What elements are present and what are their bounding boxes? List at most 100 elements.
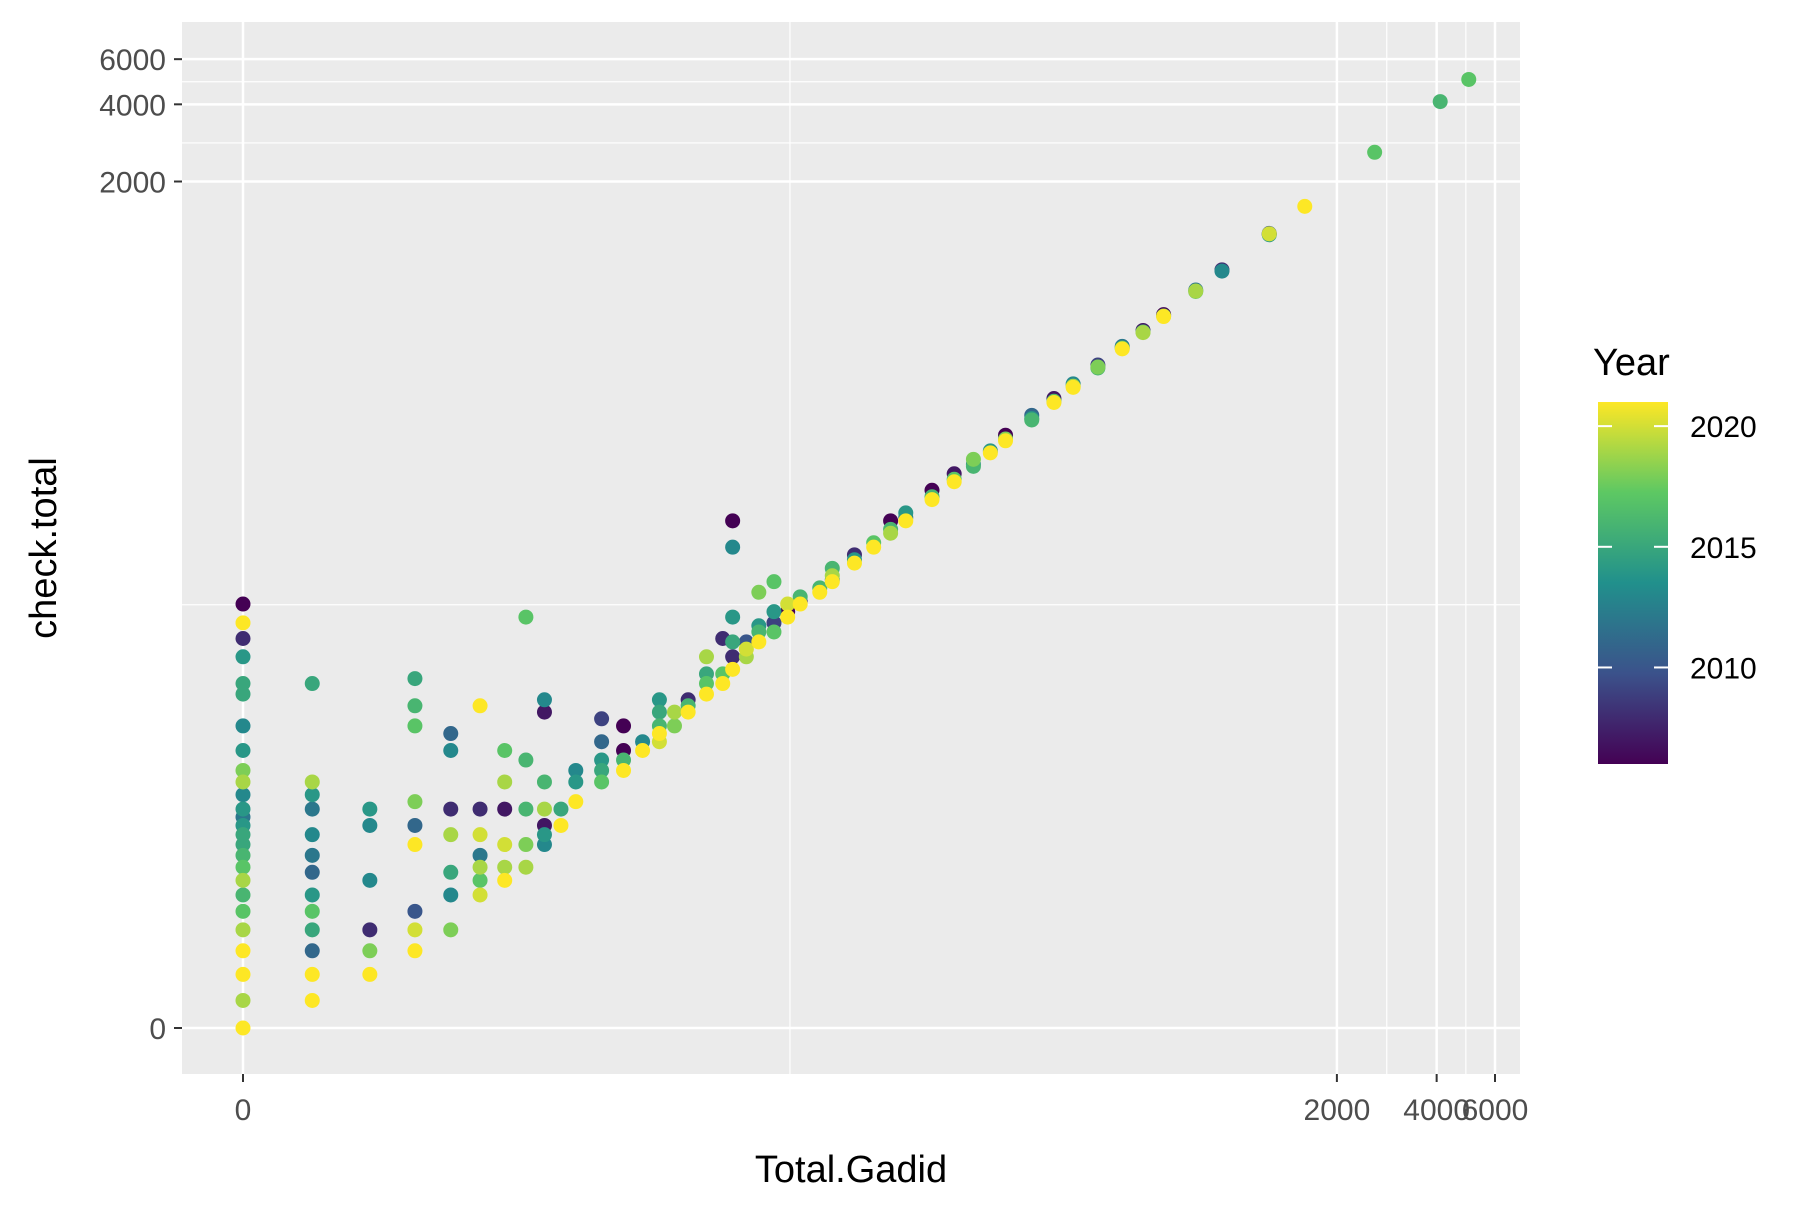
data-point [1188, 283, 1204, 299]
data-point [235, 676, 251, 692]
data-point [616, 718, 632, 734]
y-tick-label: 2000 [99, 167, 166, 200]
data-point [536, 827, 552, 843]
data-point [235, 966, 251, 982]
data-point [235, 686, 251, 702]
data-point [766, 574, 782, 590]
data-point [698, 686, 714, 702]
data-point [594, 734, 610, 750]
data-point [235, 787, 251, 803]
data-point [235, 631, 251, 647]
data-point [443, 726, 459, 742]
data-point [725, 661, 741, 677]
data-point [407, 837, 423, 853]
data-point [536, 704, 552, 720]
data-point [651, 692, 667, 708]
data-point [235, 992, 251, 1008]
data-points [235, 71, 1477, 1036]
data-point [725, 609, 741, 625]
data-point [407, 817, 423, 833]
data-point [1297, 198, 1313, 214]
data-point [443, 742, 459, 758]
data-point [304, 992, 320, 1008]
data-point [235, 742, 251, 758]
legend-tick-label: 2020 [1690, 411, 1757, 444]
data-point [443, 801, 459, 817]
data-point [1065, 379, 1081, 395]
data-point [866, 539, 882, 555]
data-point [235, 922, 251, 938]
data-point [666, 718, 682, 734]
plot-panel [182, 22, 1520, 1074]
data-point [680, 704, 696, 720]
data-point [824, 574, 840, 590]
data-point [407, 903, 423, 919]
data-point [780, 596, 796, 612]
data-point [362, 817, 378, 833]
data-point [304, 676, 320, 692]
data-point [666, 704, 682, 720]
data-point [235, 943, 251, 959]
data-point [635, 742, 651, 758]
data-point [766, 624, 782, 640]
data-point [536, 692, 552, 708]
data-point [304, 827, 320, 843]
data-point [407, 922, 423, 938]
data-point [304, 966, 320, 982]
x-tick-label: 2000 [1304, 1094, 1371, 1127]
data-point [472, 801, 488, 817]
data-point [725, 634, 741, 650]
x-tick-label: 6000 [1462, 1094, 1529, 1127]
data-point [738, 641, 754, 657]
data-point [946, 474, 962, 490]
data-point [407, 943, 423, 959]
data-point [846, 555, 862, 571]
data-point [1214, 263, 1230, 279]
data-point [518, 609, 534, 625]
data-point [982, 445, 998, 461]
data-point [715, 676, 731, 692]
data-point [1024, 412, 1040, 428]
data-point [235, 774, 251, 790]
legend-tick-label: 2010 [1690, 652, 1757, 685]
y-axis-label: check.total [23, 457, 65, 639]
data-point [362, 966, 378, 982]
data-point [594, 774, 610, 790]
data-point [568, 794, 584, 810]
data-point [304, 922, 320, 938]
data-point [651, 704, 667, 720]
data-point [536, 801, 552, 817]
data-point [472, 859, 488, 875]
data-point [698, 676, 714, 692]
data-point [497, 872, 513, 888]
legend-colorbar [1598, 402, 1668, 764]
data-point [1114, 341, 1130, 357]
data-point [651, 726, 667, 742]
data-point [553, 801, 569, 817]
x-axis-label: Total.Gadid [755, 1149, 947, 1191]
data-point [1261, 226, 1277, 242]
data-point [235, 903, 251, 919]
data-point [553, 817, 569, 833]
data-point [407, 718, 423, 734]
data-point [780, 609, 796, 625]
data-point [407, 671, 423, 687]
y-tick-label: 6000 [99, 44, 166, 77]
y-tick-label: 4000 [99, 89, 166, 122]
data-point [1156, 309, 1172, 325]
data-point [1135, 325, 1151, 341]
data-point [235, 887, 251, 903]
legend: Year 2010 2015 2020 [1593, 342, 1757, 764]
data-point [1461, 71, 1477, 87]
data-point [998, 433, 1014, 449]
data-point [304, 787, 320, 803]
y-tick-label: 0 [149, 1013, 166, 1046]
data-point [751, 634, 767, 650]
legend-tick-label: 2015 [1690, 532, 1757, 565]
data-point [235, 847, 251, 863]
data-point [766, 604, 782, 620]
data-point [497, 801, 513, 817]
